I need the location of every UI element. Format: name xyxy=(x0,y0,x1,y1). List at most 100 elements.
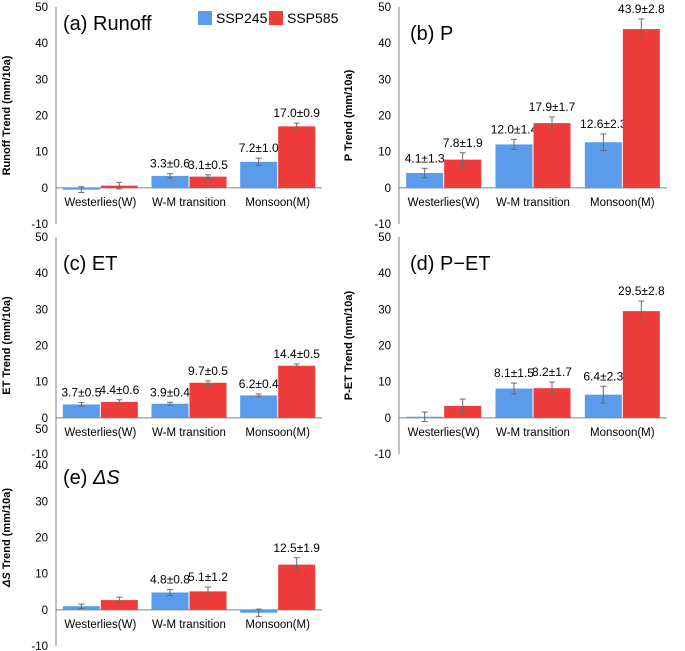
x-tick-label: W-M transition xyxy=(152,427,226,439)
y-tick-label: 0 xyxy=(385,413,391,425)
bar-ssp585-3 xyxy=(622,311,660,418)
y-axis-label: Runoff Trend (mm/10a) xyxy=(1,55,13,175)
bar-ssp585-3 xyxy=(278,564,316,610)
x-tick-label: Monsoon(M) xyxy=(245,619,310,631)
x-tick-label: Westerlies(W) xyxy=(408,427,480,439)
bar-ssp585-2 xyxy=(189,176,227,188)
chart-panel-b: 50 40 30 20 10 0 -10 P Trend (mm/10a) 4.1±1.37.8… xyxy=(343,2,667,231)
chart-title: (a) Runoff xyxy=(63,13,152,35)
x-tick-label: Westerlies(W) xyxy=(64,427,136,439)
data-label: 8.2±1.7 xyxy=(532,365,572,379)
chart-panel-d: 50 40 30 20 10 0 -10 P-ET Trend (mm/10a) Westerl… xyxy=(343,232,667,461)
chart-panel-c: 50 40 30 20 10 0 -10 ET Trend (mm/10a) 3.7±0.54.… xyxy=(1,232,322,461)
bar-ssp585-1 xyxy=(100,600,138,610)
data-label: 29.5±2.8 xyxy=(618,284,665,298)
bar-ssp245-3 xyxy=(240,395,278,418)
bar-ssp245-3 xyxy=(240,161,278,188)
x-tick-label: Westerlies(W) xyxy=(64,619,136,631)
y-tick-label: 40 xyxy=(35,460,48,472)
data-label: 17.9±1.7 xyxy=(529,100,576,114)
y-tick-label: 50 xyxy=(35,232,48,244)
chart-panel-a: 50 40 30 20 10 0 -10 Runoff Trend (mm/10a) Weste… xyxy=(1,2,322,231)
data-label: 7.2±1.0 xyxy=(239,141,279,155)
y-tick-label: 0 xyxy=(42,605,48,617)
bar-ssp245-2 xyxy=(151,175,189,188)
y-tick-label: 30 xyxy=(378,304,391,316)
data-label: 3.3±0.6 xyxy=(150,157,190,171)
y-axis-label-symbol: ΔS xyxy=(1,572,13,588)
y-tick-label: 10 xyxy=(378,377,391,389)
chart-title-text: (e) xyxy=(63,467,93,489)
legend: SSP245 SSP585 xyxy=(198,10,339,26)
y-tick-label: -10 xyxy=(31,449,48,461)
bar-ssp585-3 xyxy=(278,126,316,188)
y-axis-label: P-ET Trend (mm/10a) xyxy=(343,290,355,400)
data-label: 3.9±0.4 xyxy=(150,385,190,399)
data-label: 5.1±1.2 xyxy=(188,570,228,584)
x-tick-label: W-M transition xyxy=(496,197,570,209)
legend-swatch-ssp585 xyxy=(269,11,283,25)
x-tick-label: Westerlies(W) xyxy=(408,197,480,209)
y-tick-label: -10 xyxy=(374,449,391,461)
y-tick-label: -10 xyxy=(31,641,48,651)
data-label: 12.5±1.9 xyxy=(273,541,320,555)
y-tick-label: 10 xyxy=(35,569,48,581)
y-tick-label: 0 xyxy=(42,413,48,425)
y-tick-label: 10 xyxy=(35,377,48,389)
y-tick-label: 50 xyxy=(35,424,48,436)
bar-ssp585-3 xyxy=(622,29,660,188)
x-tick-label: Monsoon(M) xyxy=(590,197,655,209)
y-axis-label: ΔS Trend (mm/10a) xyxy=(1,488,13,588)
data-label: 4.8±0.8 xyxy=(150,573,190,587)
y-tick-label: 20 xyxy=(378,111,391,123)
chart-title: (b) P xyxy=(410,23,453,45)
y-tick-label: 50 xyxy=(378,232,391,244)
data-label: 7.8±1.9 xyxy=(443,136,483,150)
x-tick-label: W-M transition xyxy=(152,197,226,209)
x-tick-label: Monsoon(M) xyxy=(245,427,310,439)
bar-ssp245-2 xyxy=(495,144,533,188)
y-tick-label: 20 xyxy=(35,111,48,123)
y-tick-label: 10 xyxy=(35,147,48,159)
chart-panel-e: 50 40 30 20 10 0 -10 ΔS Trend (mm/10a) Westerlie… xyxy=(1,424,322,651)
y-tick-label: 30 xyxy=(35,496,48,508)
y-tick-label: 30 xyxy=(35,74,48,86)
y-axis-label-text: Trend (mm/10a) xyxy=(1,488,13,573)
data-label: 12.6±2.3 xyxy=(580,117,627,131)
y-tick-label: -10 xyxy=(31,219,48,231)
y-tick-label: 30 xyxy=(378,74,391,86)
legend-label-ssp585: SSP585 xyxy=(287,10,339,26)
bar-ssp585-1 xyxy=(100,401,138,418)
x-tick-label: Monsoon(M) xyxy=(590,427,655,439)
y-axis-label: P Trend (mm/10a) xyxy=(343,69,355,161)
y-tick-label: 40 xyxy=(378,38,391,50)
y-tick-label: 20 xyxy=(35,533,48,545)
x-tick-label: W-M transition xyxy=(496,427,570,439)
data-label: 14.4±0.5 xyxy=(273,347,320,361)
y-tick-label: 0 xyxy=(385,183,391,195)
data-label: 17.0±0.9 xyxy=(273,106,320,120)
y-tick-label: 50 xyxy=(35,2,48,14)
data-label: 4.1±1.3 xyxy=(405,151,445,165)
y-axis-label: ET Trend (mm/10a) xyxy=(1,296,13,395)
y-tick-label: 20 xyxy=(35,341,48,353)
bar-ssp585-2 xyxy=(189,591,227,610)
bar-ssp245-1 xyxy=(62,404,100,418)
legend-swatch-ssp245 xyxy=(198,11,212,25)
data-label: 4.4±0.6 xyxy=(99,383,139,397)
legend-label-ssp245: SSP245 xyxy=(216,10,268,26)
y-tick-label: 30 xyxy=(35,304,48,316)
bar-ssp245-2 xyxy=(151,592,189,610)
chart-title-symbol: ΔS xyxy=(92,467,120,489)
data-label: 9.7±0.5 xyxy=(188,364,228,378)
bar-ssp245-2 xyxy=(151,403,189,418)
y-tick-label: 0 xyxy=(42,183,48,195)
y-tick-label: 10 xyxy=(378,147,391,159)
data-label: 43.9±2.8 xyxy=(618,2,665,16)
bar-ssp245-1 xyxy=(406,173,444,188)
data-label: 12.0±1.4 xyxy=(491,122,538,136)
bar-ssp585-3 xyxy=(278,365,316,418)
x-tick-label: W-M transition xyxy=(152,619,226,631)
bar-ssp585-2 xyxy=(533,123,571,188)
y-tick-label: 40 xyxy=(378,268,391,280)
